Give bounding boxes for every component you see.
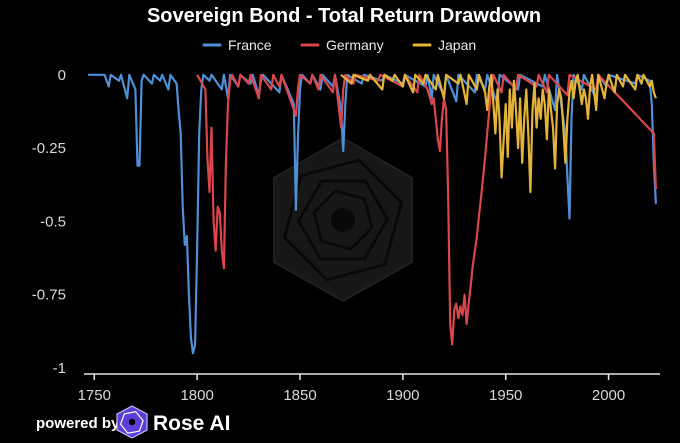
y-tick-label: -0.5: [40, 213, 66, 230]
legend: France Germany Japan: [202, 37, 476, 53]
rose-ai-logo-icon[interactable]: [116, 405, 148, 439]
brand-name[interactable]: Rose AI: [153, 412, 230, 435]
series-line-japan: [340, 73, 657, 194]
powered-by-text: powered by: [36, 415, 120, 432]
x-tick-label: 1800: [180, 387, 213, 404]
x-tick-label: 1750: [78, 387, 111, 404]
legend-label-germany: Germany: [326, 37, 384, 53]
watermark-logo: [273, 136, 413, 303]
x-axis: 1750 1800 1850 1900 1950 2000: [78, 373, 660, 404]
series-layer: [88, 73, 657, 355]
y-tick-label: -1: [53, 360, 66, 377]
legend-label-japan: Japan: [438, 37, 476, 53]
y-tick-label: -0.25: [32, 140, 66, 157]
x-tick-label: 2000: [592, 387, 625, 404]
x-tick-label: 1850: [283, 387, 316, 404]
chart-title: Sovereign Bond - Total Return Drawdown: [147, 5, 541, 27]
y-tick-label: 0: [58, 67, 66, 84]
x-tick-label: 1900: [386, 387, 419, 404]
plot-area: 0 -0.25 -0.5 -0.75 -1 1750 1800 1850 1900 1950 20…: [32, 67, 660, 404]
legend-label-france: France: [228, 37, 272, 53]
footer: powered by Rose AI: [36, 405, 230, 439]
x-tick-label: 1950: [489, 387, 522, 404]
y-axis: 0 -0.25 -0.5 -0.75 -1: [32, 67, 66, 377]
y-tick-label: -0.75: [32, 287, 66, 304]
